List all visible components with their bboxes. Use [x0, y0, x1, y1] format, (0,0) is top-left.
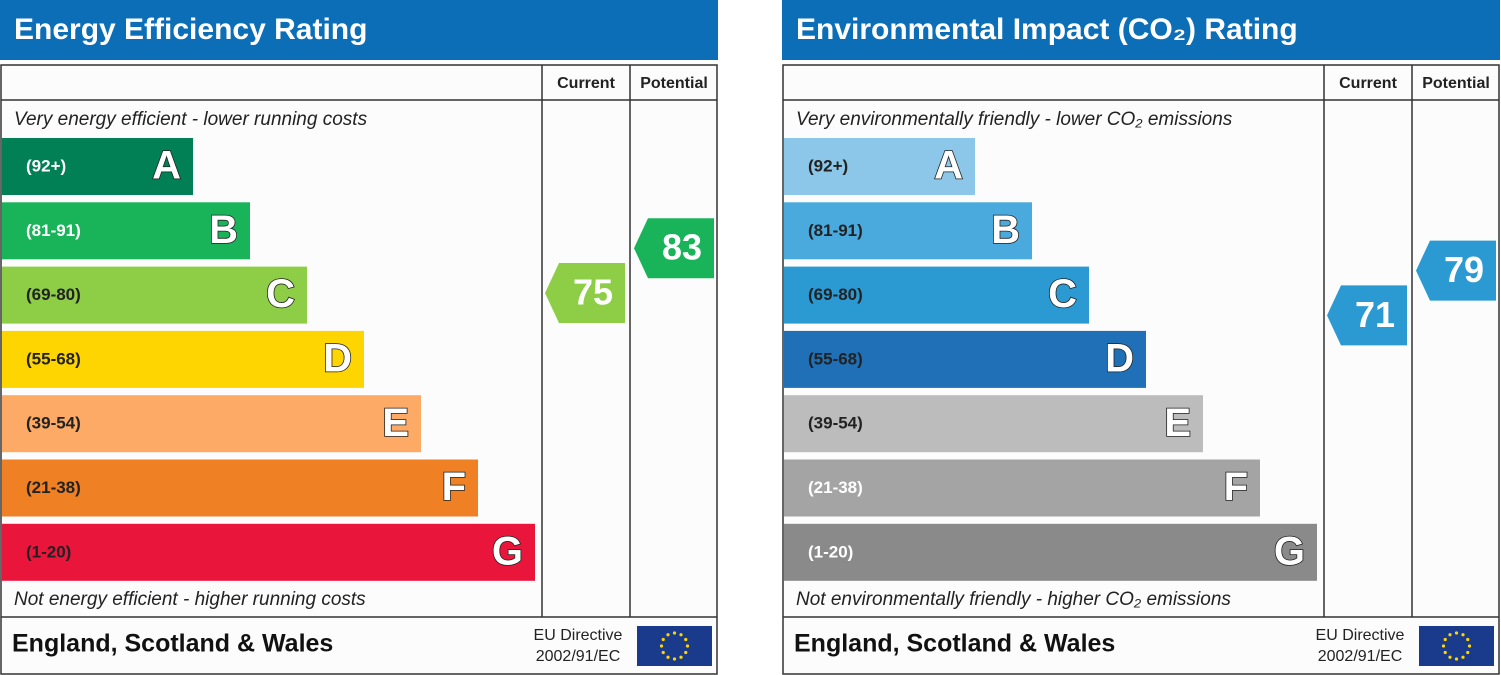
band: [2, 459, 478, 517]
rating-value: 83: [662, 227, 702, 268]
eu-star: [679, 655, 683, 659]
band: [784, 523, 1317, 581]
band-range: (39-54): [808, 414, 863, 433]
band: [784, 266, 1089, 324]
band-letter: G: [1274, 529, 1305, 573]
column-header: Current: [557, 75, 615, 92]
eu-star: [1448, 633, 1452, 637]
band-range: (81-91): [26, 221, 81, 240]
eu-star: [1461, 633, 1465, 637]
band-range: (55-68): [26, 349, 81, 368]
eu-star: [659, 644, 664, 648]
band-letter: B: [991, 208, 1020, 252]
panel-title: Environmental Impact (CO₂) Rating: [796, 13, 1298, 46]
directive: 2002/91/EC: [1318, 648, 1403, 665]
band: [2, 395, 421, 453]
band: [2, 330, 364, 388]
band-range: (92+): [26, 156, 66, 175]
band-range: (55-68): [808, 349, 863, 368]
rating-value: 71: [1355, 294, 1395, 335]
band-letter: A: [934, 144, 963, 188]
band-letter: F: [442, 465, 466, 509]
region: England, Scotland & Wales: [794, 630, 1115, 658]
eu-star: [672, 657, 677, 661]
title-bar: [782, 0, 1500, 60]
column-header: Current: [1339, 75, 1397, 92]
band-range: (69-80): [26, 285, 81, 304]
directive: 2002/91/EC: [536, 648, 621, 665]
eu-star: [666, 655, 670, 659]
band-letter: G: [492, 529, 523, 573]
band-range: (69-80): [808, 285, 863, 304]
band-letter: B: [209, 208, 238, 252]
eu-star: [661, 637, 665, 642]
eu-star: [685, 644, 690, 648]
bottom-note: Not environmentally friendly - higher CO…: [796, 589, 1231, 610]
band: [784, 138, 975, 195]
band-range: (1-20): [808, 542, 853, 561]
rating-arrow: [545, 263, 625, 323]
eu-star: [684, 637, 688, 642]
band-range: (81-91): [808, 221, 863, 240]
directive: EU Directive: [534, 627, 623, 644]
column-header: Potential: [1422, 75, 1490, 92]
eu-star: [1443, 650, 1447, 655]
top-note: Very environmentally friendly - lower CO…: [796, 109, 1233, 130]
band-letter: D: [323, 336, 352, 380]
band-letter: E: [1164, 401, 1191, 445]
band-letter: C: [266, 272, 295, 316]
rating-value: 75: [573, 272, 613, 313]
title-bar: [0, 0, 718, 60]
band-letter: D: [1105, 336, 1134, 380]
rating-arrow: [1327, 285, 1407, 346]
top-note: Very energy efficient - lower running co…: [14, 109, 368, 130]
eu-star: [679, 633, 683, 637]
band-letter: C: [1048, 272, 1077, 316]
directive: EU Directive: [1316, 627, 1405, 644]
region: England, Scotland & Wales: [12, 630, 333, 658]
eu-star: [1454, 631, 1459, 635]
eu-star: [666, 633, 670, 637]
eu-star: [1448, 655, 1452, 659]
eu-star: [672, 631, 677, 635]
band: [784, 202, 1032, 260]
band-range: (1-20): [26, 542, 71, 561]
band-range: (92+): [808, 156, 848, 175]
eu-star: [1441, 644, 1446, 648]
eu-star: [684, 650, 688, 655]
band: [784, 330, 1146, 388]
eu-star: [1467, 644, 1472, 648]
band-letter: E: [382, 401, 409, 445]
band-range: (21-38): [808, 478, 863, 497]
eu-star: [1461, 655, 1465, 659]
band-letter: A: [152, 144, 181, 188]
eu-star: [661, 650, 665, 655]
band-letter: F: [1224, 465, 1248, 509]
band-range: (21-38): [26, 478, 81, 497]
rating-arrow: [1416, 240, 1496, 301]
band: [2, 138, 193, 195]
eu-star: [1466, 650, 1470, 655]
rating-arrow: [634, 218, 714, 279]
band: [2, 523, 535, 581]
band: [784, 395, 1203, 453]
rating-value: 79: [1444, 249, 1484, 290]
bottom-note: Not energy efficient - higher running co…: [14, 589, 366, 610]
eu-star: [1466, 637, 1470, 642]
band-range: (39-54): [26, 414, 81, 433]
panel-title: Energy Efficiency Rating: [14, 13, 367, 46]
band: [784, 459, 1260, 517]
band: [2, 266, 307, 324]
eu-star: [1454, 657, 1459, 661]
column-header: Potential: [640, 75, 708, 92]
eu-star: [1443, 637, 1447, 642]
band: [2, 202, 250, 260]
